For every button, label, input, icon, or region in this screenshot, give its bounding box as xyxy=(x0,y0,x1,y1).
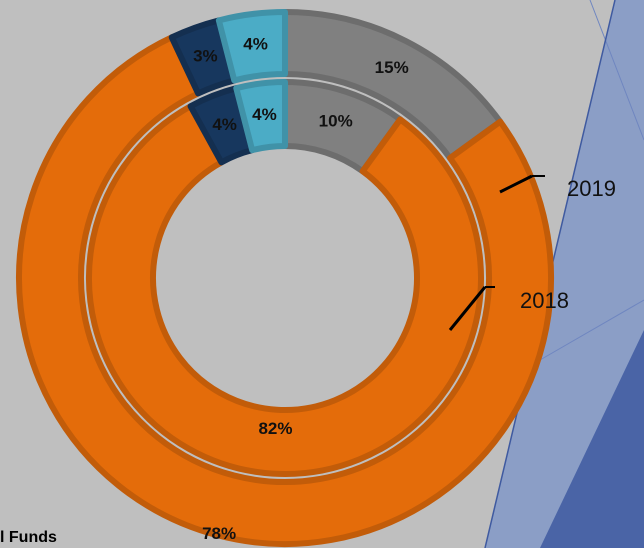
data-label: 3% xyxy=(193,46,218,65)
data-label: 4% xyxy=(243,34,268,53)
decoration xyxy=(484,0,644,548)
leader-line xyxy=(448,286,487,331)
data-label: 82% xyxy=(258,419,292,438)
segment xyxy=(233,79,288,154)
decor-panel xyxy=(540,330,644,548)
rings xyxy=(16,9,554,547)
leader-line xyxy=(499,174,533,194)
decor-line xyxy=(539,299,644,361)
data-label: 4% xyxy=(252,105,277,124)
data-label: 4% xyxy=(212,115,237,134)
data-label: 10% xyxy=(319,112,353,131)
data-label: 15% xyxy=(375,58,409,77)
legend-text: l Funds xyxy=(0,529,57,546)
segment xyxy=(16,34,554,547)
segment xyxy=(86,103,484,477)
segment xyxy=(215,9,288,84)
decor-line xyxy=(589,0,644,141)
decor-panel xyxy=(485,0,644,548)
series-label: 2019 xyxy=(567,176,616,201)
series-label: 2018 xyxy=(520,288,569,313)
data-label: 78% xyxy=(202,524,236,543)
